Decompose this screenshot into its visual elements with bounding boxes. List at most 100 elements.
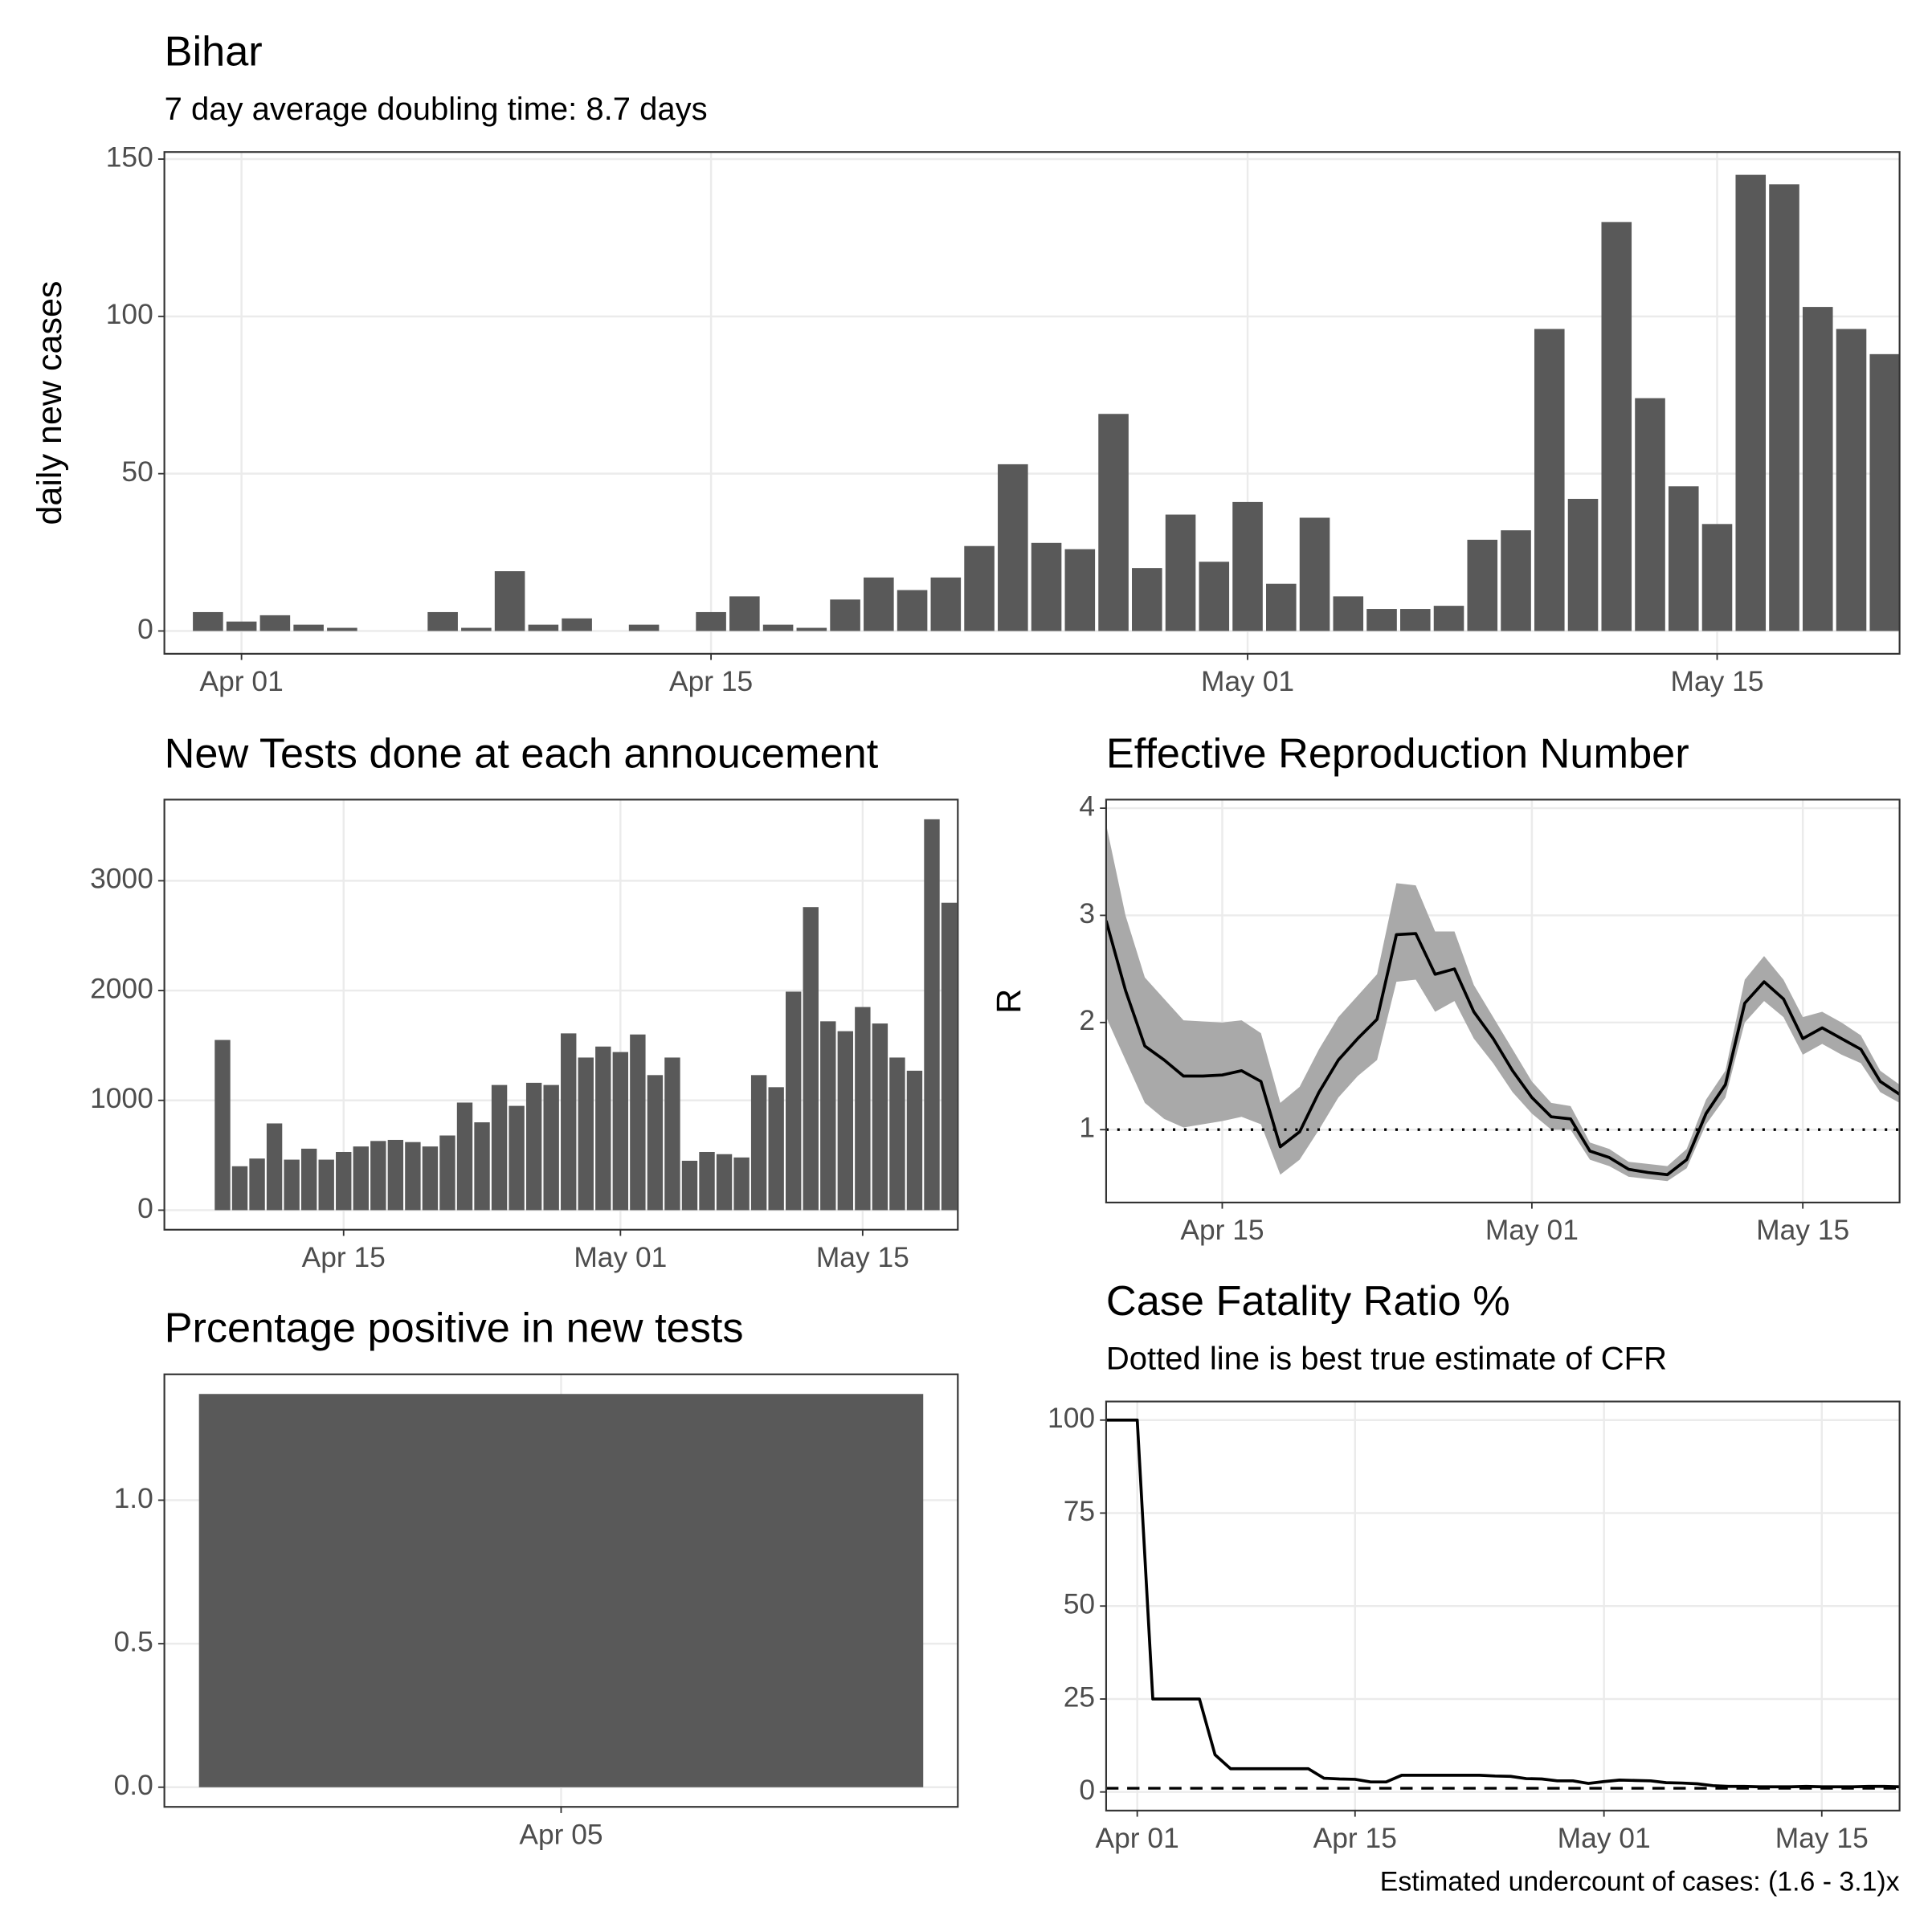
bar: [1399, 609, 1431, 631]
bar: [1366, 609, 1397, 631]
bar: [964, 545, 995, 631]
y-tick-label: 1000: [90, 1083, 153, 1114]
chart-title: Case Fatality Ratio %: [1106, 1278, 1510, 1325]
bar: [786, 991, 802, 1211]
chart-title: Bihar: [165, 29, 263, 76]
y-tick-label: 75: [1064, 1496, 1095, 1527]
line: [1105, 1418, 1900, 1789]
bar: [528, 624, 559, 631]
bar: [427, 611, 458, 631]
bar: [474, 1122, 490, 1211]
bar: [1467, 539, 1498, 631]
bar: [214, 1040, 231, 1211]
bar: [595, 1046, 611, 1211]
bar: [1635, 398, 1665, 631]
chart-subtitle: 7 day average doubling time: 8.7 days: [165, 92, 708, 127]
bar: [1199, 562, 1230, 631]
plot-area: [214, 819, 958, 1211]
y-tick-label: 0: [137, 614, 153, 645]
bar: [647, 1075, 664, 1211]
bar: [630, 1034, 646, 1211]
bar: [681, 1160, 698, 1211]
x-tick-label: May 01: [1485, 1215, 1579, 1246]
plot-area: [198, 1394, 924, 1787]
y-tick-label: 0: [137, 1193, 153, 1224]
bar: [284, 1159, 300, 1211]
bar: [1668, 486, 1699, 631]
y-tick-label: 100: [106, 299, 153, 330]
panel-border: [1105, 1400, 1901, 1812]
caption: Estimated undercount of cases: (1.6 - 3.…: [1380, 1867, 1900, 1897]
y-tick-label: 150: [106, 141, 153, 173]
x-tick-label: Apr 01: [200, 666, 284, 697]
y-tick-label: 50: [121, 456, 153, 488]
bar: [226, 621, 257, 631]
bar: [198, 1394, 924, 1787]
bar: [998, 464, 1028, 631]
chart-title: New Tests done at each annoucement: [165, 730, 879, 777]
y-axis-title: daily new cases: [31, 281, 69, 525]
bar: [562, 618, 592, 631]
bar: [327, 627, 357, 631]
bar: [750, 1075, 767, 1211]
y-tick-label: 4: [1079, 790, 1095, 822]
chart-title: Prcentage positive in new tests: [165, 1305, 744, 1352]
y-tick-label: 3: [1079, 898, 1095, 929]
bar: [628, 624, 660, 631]
bar: [422, 1146, 439, 1211]
bar: [664, 1057, 680, 1211]
bar: [1064, 549, 1096, 631]
chart-subtitle: Dotted line is best true estimate of CFR: [1106, 1341, 1667, 1376]
bar: [864, 577, 894, 631]
bar: [889, 1057, 905, 1211]
bar: [716, 1154, 733, 1211]
bar: [768, 1087, 784, 1211]
y-tick-label: 0.5: [114, 1626, 153, 1657]
y-tick-label: 1: [1079, 1113, 1095, 1144]
y-axis-title: R: [990, 989, 1028, 1014]
bar: [1769, 184, 1799, 631]
bar: [1836, 329, 1867, 631]
x-tick-label: Apr 01: [1096, 1823, 1179, 1854]
bar: [353, 1146, 369, 1211]
x-tick-label: May 15: [1671, 666, 1764, 697]
bar: [1501, 530, 1531, 631]
bar: [578, 1057, 594, 1211]
bar: [897, 590, 928, 631]
x-tick-label: Apr 15: [1180, 1215, 1264, 1246]
bar: [872, 1023, 888, 1211]
panel-border: [163, 1373, 959, 1808]
x-tick-label: May 01: [1201, 666, 1294, 697]
bar: [1232, 501, 1263, 631]
bar: [1165, 514, 1196, 631]
x-tick-label: May 15: [1756, 1215, 1849, 1246]
bar: [1433, 606, 1464, 631]
bar: [941, 902, 958, 1211]
bar: [803, 907, 819, 1211]
y-tick-label: 2: [1079, 1005, 1095, 1036]
bar: [266, 1123, 283, 1211]
bar: [1802, 307, 1833, 631]
bar: [612, 1052, 629, 1211]
bar: [924, 819, 940, 1211]
x-tick-label: Apr 15: [1313, 1823, 1397, 1854]
bar: [1031, 542, 1062, 631]
x-tick-label: May 01: [574, 1242, 667, 1273]
bar: [1132, 568, 1162, 631]
bar: [1299, 517, 1330, 631]
bar: [762, 624, 794, 631]
bar: [439, 1135, 455, 1211]
bar: [494, 571, 525, 631]
bar: [387, 1139, 404, 1211]
bar: [830, 599, 860, 631]
panel: 1 2 3 4 Apr 15 May 01 May 15 Effective Reproduc…: [990, 730, 1901, 1246]
bar: [930, 577, 962, 631]
y-tick-label: 50: [1064, 1589, 1095, 1620]
bar: [729, 596, 760, 631]
bar: [1701, 524, 1733, 631]
bar: [1098, 414, 1129, 631]
x-tick-label: May 15: [816, 1242, 909, 1273]
bar: [249, 1158, 265, 1211]
bar: [543, 1084, 559, 1211]
y-tick-label: 0.0: [114, 1770, 153, 1801]
